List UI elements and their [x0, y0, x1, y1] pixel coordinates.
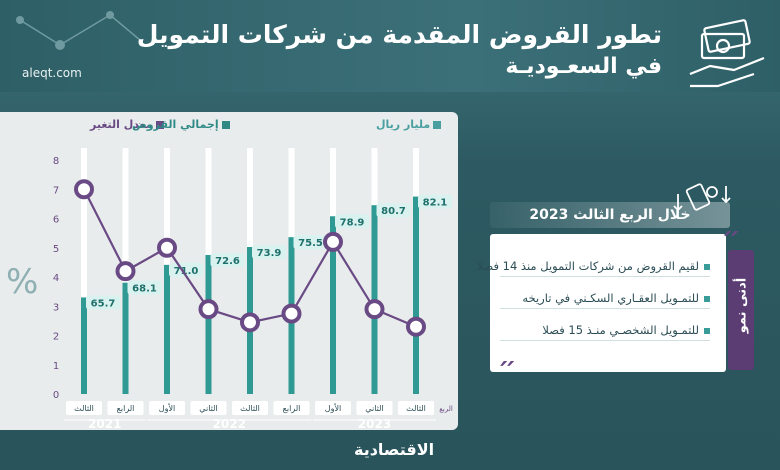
legend-total: إجمالي القروض — [132, 118, 230, 134]
quarter-label: الثالث — [406, 404, 426, 413]
bar-label-bg — [376, 203, 411, 218]
rate-point — [74, 179, 94, 200]
quarter-label: الثاني — [365, 404, 383, 413]
y-tick-label: 5 — [53, 244, 59, 255]
bar-label-bg — [169, 262, 203, 277]
y-tick-label: 2 — [53, 332, 59, 343]
quote-open-icon: ״ — [722, 222, 741, 252]
year-label: 2022 — [213, 417, 246, 431]
bar-value-label: 78.9 — [340, 217, 365, 228]
quarter-label: الأول — [325, 403, 341, 413]
rate-point — [240, 312, 260, 333]
quarter-label: الرابع — [117, 404, 135, 413]
bar-label-bg — [210, 253, 245, 268]
bar-value-label: 71.0 — [174, 266, 199, 277]
bar-label-bg — [252, 245, 286, 260]
quarter-label-bg — [315, 401, 351, 415]
quarter-label: الأول — [159, 403, 175, 413]
bar — [164, 264, 170, 394]
bar-label-bg — [127, 280, 162, 295]
legend-rate: معدل التغير — [90, 118, 164, 134]
info-row-1: لقيم القروض من شركات التمويل منذ 14 فصلا — [477, 256, 710, 277]
bar-value-label: 73.9 — [257, 248, 282, 259]
quarter-label-bg — [149, 401, 185, 415]
quarter-label-bg — [273, 401, 310, 415]
quarter-label-bg — [398, 401, 434, 415]
rate-point — [115, 261, 136, 282]
bar-value-label: 82.1 — [423, 198, 448, 209]
quarter-label-bg — [356, 401, 393, 415]
rate-point — [364, 299, 385, 320]
bar-value-label: 75.5 — [298, 238, 323, 249]
y-tick-label: 7 — [53, 185, 59, 196]
quarter-label-bg — [66, 401, 102, 415]
document-clip-icon — [673, 183, 731, 212]
header-band — [0, 0, 780, 92]
quarter-label: الثالث — [240, 404, 260, 413]
bar-label-bg — [86, 295, 120, 310]
y-tick-label: 6 — [53, 215, 59, 226]
bar — [205, 255, 212, 394]
percent-symbol: % — [6, 262, 39, 302]
chart-panel — [0, 112, 458, 430]
year-label: 2021 — [88, 417, 121, 431]
bar-value-label: 72.6 — [215, 256, 240, 267]
info-row-2: للتمـويل العقـاري السكـني في تاريخه — [500, 288, 710, 309]
brand-logo: الاقتصادية — [354, 440, 435, 459]
quarter-label: الثاني — [199, 404, 217, 413]
page-subtitle: في السعـوديـة — [505, 54, 662, 79]
y-tick-label: 1 — [53, 361, 59, 372]
quote-close-icon: ״ — [498, 352, 517, 382]
quarter-label-bg — [232, 401, 268, 415]
bar-label-bg — [293, 235, 328, 250]
bar-label-bg — [335, 214, 369, 229]
bar — [81, 297, 87, 394]
y-tick-label: 0 — [53, 390, 59, 401]
quarter-label: الرابع — [283, 404, 301, 413]
rate-point — [157, 237, 177, 258]
page-title: تطور القروض المقدمة من شركات التمويل — [136, 20, 662, 49]
info-heading: خلال الربع الثالث 2023 — [490, 202, 730, 228]
info-row-3: للتمـويل الشخصـي منـذ 15 فصلا — [500, 320, 710, 341]
rate-point — [198, 299, 219, 320]
site-url: aleqt.com — [22, 66, 82, 80]
year-label: 2023 — [358, 417, 391, 431]
bar-value-label: 68.1 — [132, 284, 157, 295]
y-tick-label: 3 — [53, 302, 59, 313]
bar-track — [81, 148, 87, 394]
bar-value-label: 65.7 — [91, 298, 116, 309]
quarter-axis-title: الربع — [439, 405, 453, 413]
money-hand-icon — [689, 19, 765, 88]
quarter-label-bg — [107, 401, 144, 415]
y-tick-label: 4 — [53, 273, 59, 284]
quarter-label-bg — [190, 401, 227, 415]
legend-unit: مليار ريال — [376, 118, 442, 134]
rate-point — [281, 303, 302, 324]
bar-label-bg — [418, 194, 452, 209]
quarter-label: الثالث — [74, 404, 94, 413]
info-box: لقيم القروض من شركات التمويل منذ 14 فصلا… — [477, 234, 726, 372]
rate-point — [406, 316, 426, 337]
rate-point — [323, 231, 343, 252]
bar — [122, 282, 129, 394]
bar-value-label: 80.7 — [381, 206, 406, 217]
bar — [330, 216, 336, 394]
side-tag: أدنى نمو — [728, 250, 754, 370]
y-tick-label: 8 — [53, 156, 59, 167]
network-decoration-icon — [16, 11, 141, 50]
bar — [413, 196, 419, 394]
